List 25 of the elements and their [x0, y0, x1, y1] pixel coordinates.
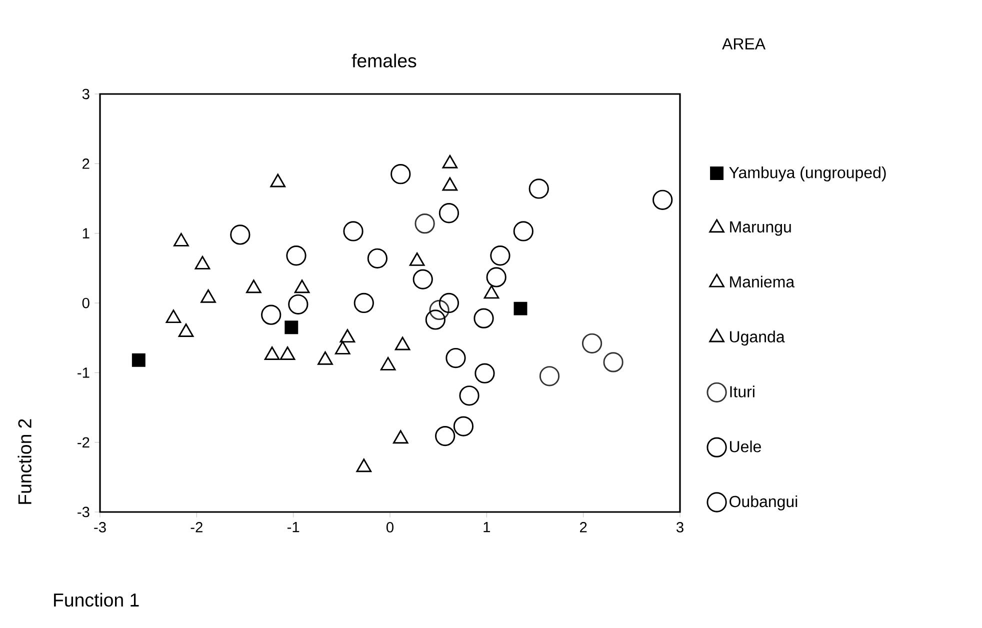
- legend-label: Uganda: [730, 330, 785, 346]
- y-tick-label: -3: [78, 506, 90, 518]
- legend-label: Maniema: [730, 276, 795, 288]
- legend-label: Yambuya (ungrouped): [729, 166, 886, 182]
- x-tick-label: 3: [676, 522, 684, 532]
- y-axis-title: Function 2: [18, 419, 32, 504]
- y-tick-label: 3: [82, 88, 90, 100]
- y-tick-label: -2: [78, 437, 90, 448]
- y-tick-label: 2: [82, 158, 90, 169]
- y-tick-label: 0: [82, 298, 90, 308]
- legend-title: AREA: [722, 38, 766, 50]
- chart-title: females: [352, 54, 416, 68]
- x-tick-label: -2: [190, 522, 202, 532]
- legend-label: Uele: [730, 440, 761, 452]
- x-tick-label: 2: [580, 522, 587, 532]
- x-tick-label: -3: [94, 522, 106, 532]
- y-tick-label: -1: [78, 368, 90, 378]
- x-tick-label: 1: [484, 522, 490, 532]
- x-tick-label: 0: [386, 522, 394, 532]
- y-tick-label: 1: [82, 228, 90, 238]
- legend-label: Oubangui: [730, 495, 798, 510]
- x-tick-label: -1: [287, 522, 300, 532]
- legend-label: Marungu: [730, 221, 791, 236]
- legend-label: Ituri: [730, 386, 754, 398]
- x-axis-title: Function 1: [54, 592, 139, 607]
